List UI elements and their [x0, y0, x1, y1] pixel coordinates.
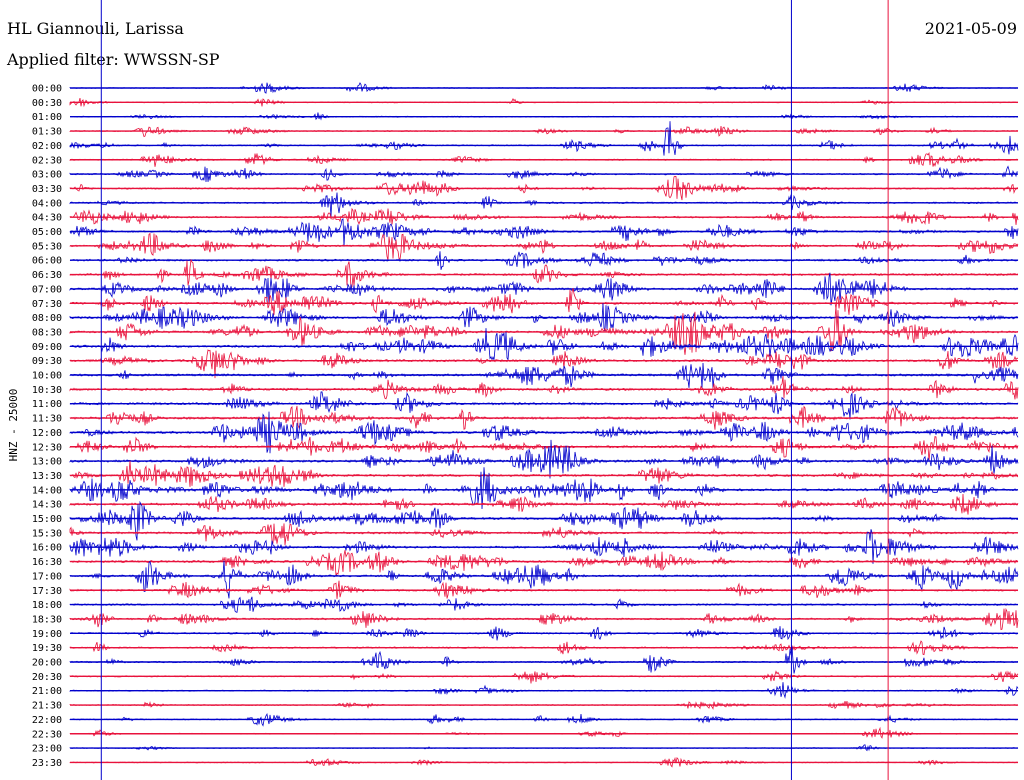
time-tick-label: 09:00 [32, 342, 62, 353]
trace-row [69, 670, 1019, 684]
trace-row [69, 375, 1019, 400]
time-tick-label: 12:30 [32, 442, 62, 453]
time-tick-label: 14:30 [32, 500, 62, 511]
trace-group [69, 82, 1019, 768]
time-tick-label: 07:00 [32, 284, 62, 295]
time-tick-label: 03:00 [32, 170, 62, 181]
time-tick-label: 20:00 [32, 658, 62, 669]
trace-row [69, 192, 1019, 217]
time-tick-label: 05:30 [32, 241, 62, 252]
trace-row [69, 560, 1019, 599]
trace-row [69, 288, 1019, 315]
trace-row [69, 112, 1019, 121]
marker-lines [100, 0, 889, 780]
time-tick-label: 05:00 [32, 227, 62, 238]
trace-row [69, 550, 1019, 577]
time-tick-label: 14:00 [32, 485, 62, 496]
y-axis-label: HNZ - 25000 [7, 389, 20, 462]
trace-row [69, 435, 1019, 461]
trace-row [69, 232, 1019, 261]
trace-row [69, 682, 1019, 699]
time-tick-labels: 00:00 00:30 01:00 01:30 02:00 02:30 03:00 03:30… [32, 84, 62, 769]
time-tick-label: 07:30 [32, 299, 62, 310]
trace-row [69, 121, 1019, 156]
time-tick-label: 06:30 [32, 270, 62, 281]
time-tick-label: 01:30 [32, 127, 62, 138]
time-tick-label: 02:30 [32, 155, 62, 166]
time-tick-label: 00:00 [32, 84, 62, 95]
time-tick-label: 12:00 [32, 428, 62, 439]
time-tick-label: 00:30 [32, 98, 62, 109]
time-tick-label: 17:00 [32, 571, 62, 582]
time-tick-label: 02:00 [32, 141, 62, 152]
time-tick-label: 19:00 [32, 629, 62, 640]
time-tick-label: 21:00 [32, 686, 62, 697]
trace-row [69, 305, 1019, 355]
time-tick-label: 01:00 [32, 112, 62, 123]
time-tick-label: 11:30 [32, 414, 62, 425]
time-tick-label: 09:30 [32, 356, 62, 367]
time-tick-label: 10:00 [32, 371, 62, 382]
time-tick-label: 20:30 [32, 672, 62, 683]
date-label: 2021-05-09 [924, 19, 1017, 38]
time-tick-label: 19:30 [32, 643, 62, 654]
trace-row [69, 523, 1019, 546]
time-tick-label: 16:30 [32, 557, 62, 568]
time-tick-label: 15:00 [32, 514, 62, 525]
time-tick-label: 03:30 [32, 184, 62, 195]
trace-row [69, 646, 1019, 674]
time-tick-label: 18:00 [32, 600, 62, 611]
time-tick-label: 11:00 [32, 399, 62, 410]
time-tick-label: 21:30 [32, 701, 62, 712]
time-tick-label: 13:00 [32, 457, 62, 468]
time-tick-label: 22:30 [32, 729, 62, 740]
station-title: HL Giannouli, Larissa [7, 19, 184, 38]
time-tick-label: 23:30 [32, 758, 62, 769]
time-tick-label: 23:00 [32, 744, 62, 755]
time-tick-label: 16:00 [32, 543, 62, 554]
time-tick-label: 15:30 [32, 528, 62, 539]
time-tick-label: 18:30 [32, 614, 62, 625]
time-tick-label: 10:30 [32, 385, 62, 396]
trace-row [69, 391, 1019, 420]
time-tick-label: 17:30 [32, 586, 62, 597]
time-tick-label: 08:00 [32, 313, 62, 324]
time-tick-label: 13:30 [32, 471, 62, 482]
time-tick-label: 04:00 [32, 198, 62, 209]
time-tick-label: 06:00 [32, 256, 62, 267]
time-tick-label: 04:30 [32, 213, 62, 224]
time-tick-label: 08:30 [32, 327, 62, 338]
filter-label: Applied filter: WWSSN-SP [7, 50, 220, 69]
time-tick-label: 22:00 [32, 715, 62, 726]
